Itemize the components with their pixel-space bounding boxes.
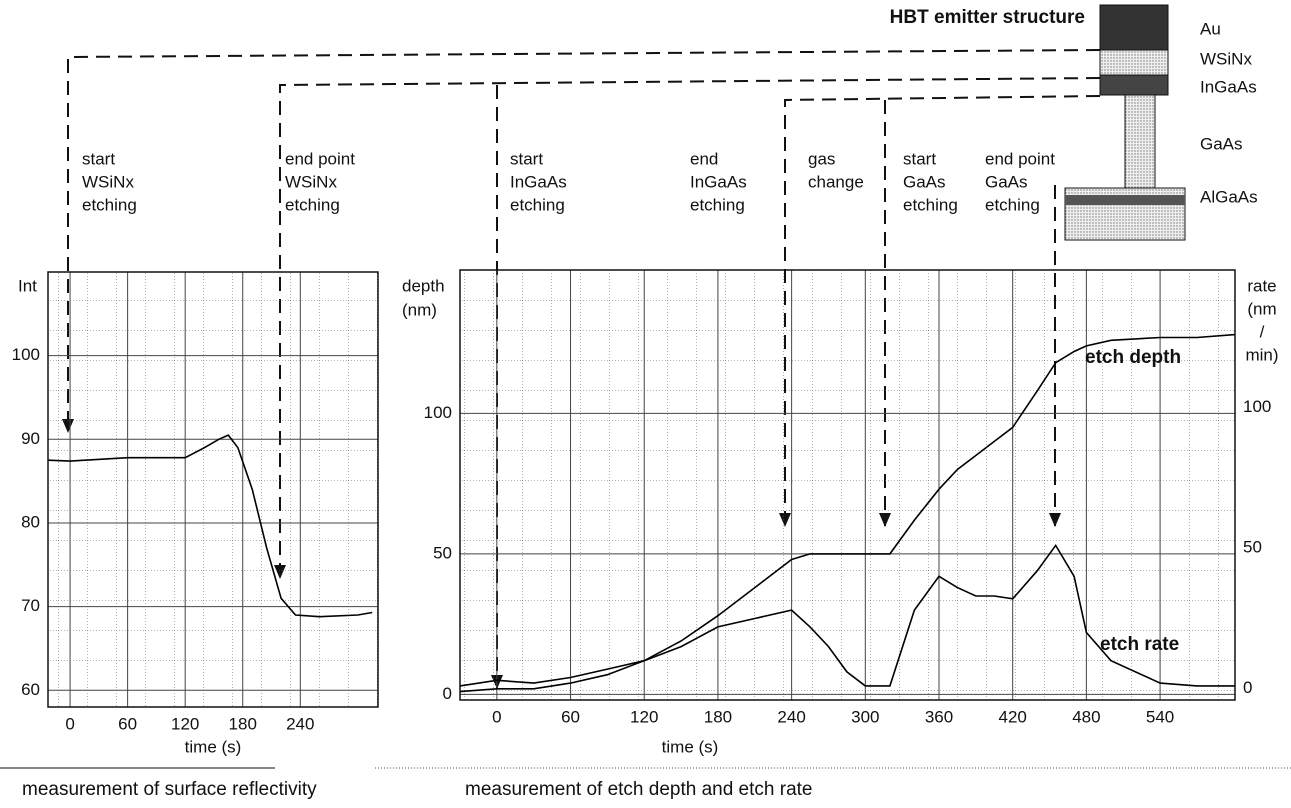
y-tick-label: 90	[21, 429, 40, 448]
x-tick-label: 360	[925, 707, 953, 726]
annotation: GaAs	[903, 172, 946, 191]
layer-label: InGaAs	[1200, 77, 1257, 96]
x-tick-label: 240	[777, 707, 805, 726]
x-tick-label: 60	[118, 714, 137, 733]
annotation: InGaAs	[690, 172, 747, 191]
x-axis-label: time (s)	[185, 737, 242, 756]
y2-axis-label: rate	[1247, 276, 1276, 295]
plot-area	[48, 272, 378, 707]
y-axis-label: (nm)	[402, 300, 437, 319]
annotation: etching	[690, 195, 745, 214]
layer-band	[1065, 195, 1185, 205]
annotation: InGaAs	[510, 172, 567, 191]
y2-axis-label: /	[1260, 322, 1265, 341]
annotation: etching	[903, 195, 958, 214]
x-tick-label: 120	[630, 707, 658, 726]
x-tick-label: 300	[851, 707, 879, 726]
x-tick-label: 540	[1146, 707, 1174, 726]
x-axis-label: time (s)	[662, 737, 719, 756]
annotation: GaAs	[985, 172, 1028, 191]
caption: measurement of etch depth and etch rate	[465, 779, 813, 800]
diagram-title: HBT emitter structure	[890, 7, 1085, 28]
layer-gaas	[1125, 95, 1155, 188]
x-tick-label: 120	[171, 714, 199, 733]
y-tick-label: 70	[21, 596, 40, 615]
annotation: etching	[510, 195, 565, 214]
annotations: start WSiNx etching end point WSiNx etching st…	[82, 149, 1055, 214]
x-tick-label: 240	[286, 714, 314, 733]
annotation: gas	[808, 149, 835, 168]
y-axis-label: depth	[402, 276, 445, 295]
annotation: etching	[985, 195, 1040, 214]
series-label: etch depth	[1085, 347, 1181, 368]
y2-tick-label: 100	[1243, 397, 1271, 416]
annotation: end point	[285, 149, 355, 168]
annotation: start	[903, 149, 936, 168]
annotation: start	[510, 149, 543, 168]
x-tick-label: 480	[1072, 707, 1100, 726]
layer-label: AlGaAs	[1200, 187, 1258, 206]
x-tick-label: 0	[65, 714, 74, 733]
layer-ingaas	[1100, 75, 1168, 95]
y-tick-label: 0	[443, 684, 452, 703]
y2-axis-label: min)	[1245, 345, 1278, 364]
annotation: etching	[285, 195, 340, 214]
y2-tick-label: 0	[1243, 678, 1252, 697]
x-tick-label: 180	[704, 707, 732, 726]
y2-axis-label: (nm	[1247, 299, 1276, 318]
y-tick-label: 80	[21, 512, 40, 531]
x-tick-label: 0	[492, 707, 501, 726]
x-tick-label: 180	[229, 714, 257, 733]
figure: HBT emitter structure Au WSiNx InGaAs Ga…	[0, 0, 1291, 803]
annotation: end point	[985, 149, 1055, 168]
layer-label: WSiNx	[1200, 49, 1252, 68]
y-tick-label: 50	[433, 543, 452, 562]
layer-label: GaAs	[1200, 134, 1243, 153]
x-tick-label: 420	[999, 707, 1027, 726]
series-label: etch rate	[1100, 634, 1179, 655]
y2-tick-label: 50	[1243, 538, 1262, 557]
annotation: change	[808, 172, 864, 191]
x-tick-label: 60	[561, 707, 580, 726]
y-axis-label: Int	[18, 276, 37, 295]
y-tick-label: 60	[21, 680, 40, 699]
annotation: start	[82, 149, 115, 168]
y-tick-label: 100	[12, 345, 40, 364]
annotation: etching	[82, 195, 137, 214]
annotation: WSiNx	[285, 172, 337, 191]
y-tick-label: 100	[424, 403, 452, 422]
layer-label: Au	[1200, 19, 1221, 38]
layer-au	[1100, 5, 1168, 50]
annotation: WSiNx	[82, 172, 134, 191]
layer-wsinx	[1100, 50, 1168, 75]
caption: measurement of surface reflectivity	[22, 779, 317, 800]
annotation: end	[690, 149, 718, 168]
